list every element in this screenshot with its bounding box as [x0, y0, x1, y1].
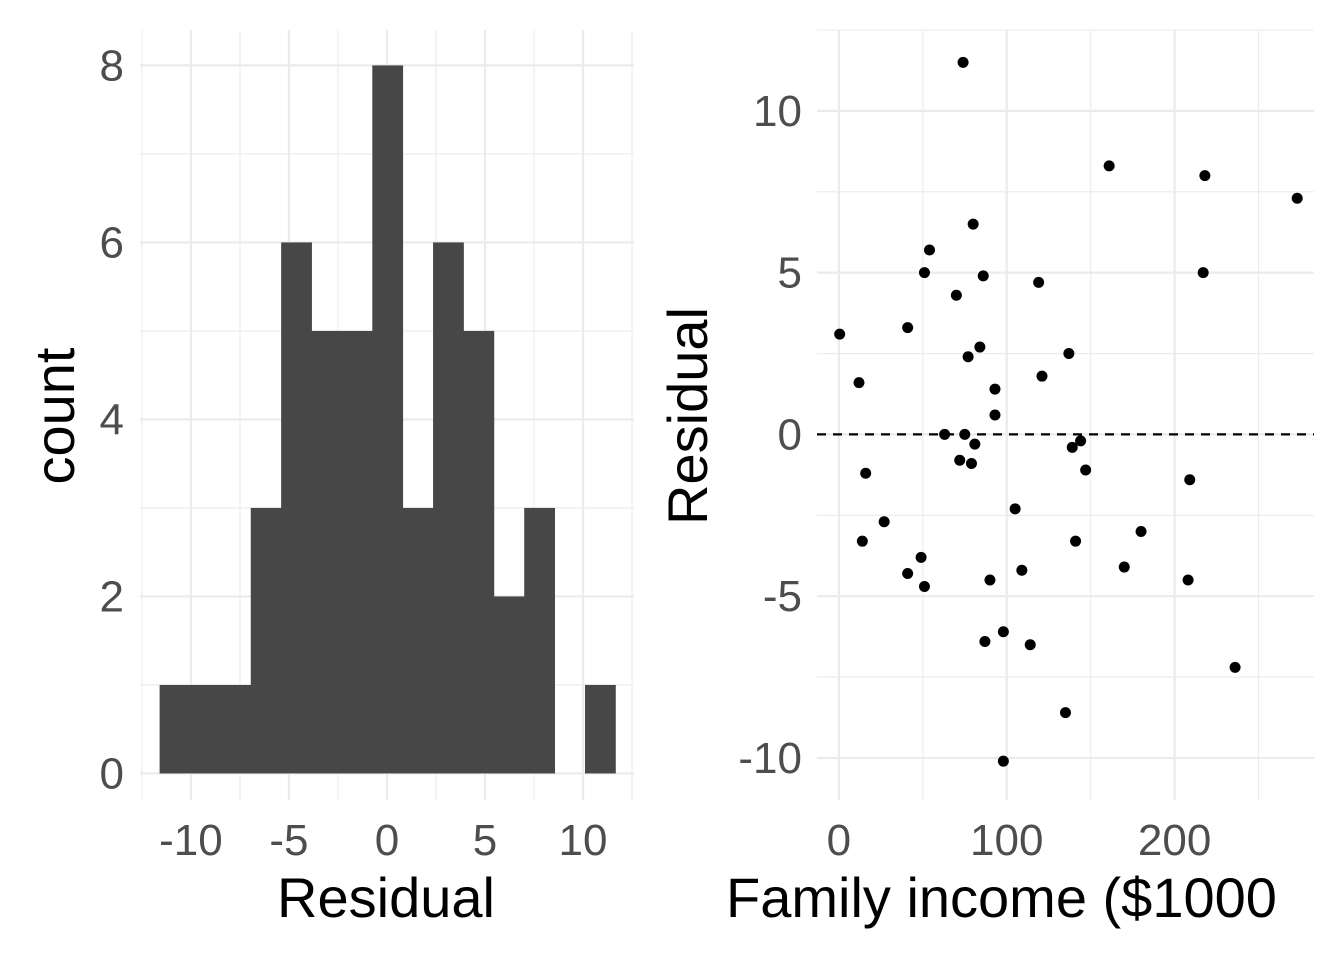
- x-tick-label: 0: [375, 816, 399, 865]
- histogram-bar: [433, 242, 464, 774]
- scatter-point: [979, 635, 991, 647]
- scatter-point: [1024, 639, 1036, 651]
- histogram-bar: [524, 507, 556, 774]
- scatter-point: [902, 568, 914, 580]
- scatter-y-axis-title: Residual: [656, 307, 719, 525]
- x-tick-label: 5: [473, 816, 497, 865]
- y-tick-label: 0: [778, 410, 802, 459]
- scatter-point: [997, 755, 1009, 767]
- y-tick-label: -5: [763, 572, 802, 621]
- scatter-point: [1182, 574, 1194, 586]
- y-tick-label: 8: [100, 41, 124, 90]
- histogram-panel: -10 -5 0 5 10 0 2 4 6 8 Residual count: [23, 30, 634, 929]
- histogram-bar: [189, 684, 221, 774]
- scatter-point: [1070, 535, 1082, 547]
- scatter-x-axis-title: Family income ($1000: [726, 866, 1277, 929]
- scatter-point: [915, 551, 927, 563]
- y-tick-label: 10: [753, 87, 802, 136]
- scatter-point: [918, 267, 930, 279]
- scatter-point: [878, 516, 890, 528]
- scatter-point: [939, 428, 951, 440]
- scatter-point: [1103, 160, 1115, 172]
- scatter-point: [1135, 525, 1147, 537]
- scatter-point: [967, 218, 979, 230]
- scatter-point: [984, 574, 996, 586]
- scatter-point: [856, 535, 868, 547]
- y-tick-label: 2: [100, 572, 124, 621]
- histogram-bars: [159, 65, 616, 774]
- scatter-point: [860, 467, 872, 479]
- scatter-panel: 0 100 200 -10 -5 0 5 10 Family income ($…: [656, 29, 1314, 929]
- histogram-x-axis-title: Residual: [277, 866, 495, 929]
- histogram-x-tick-labels: -10 -5 0 5 10: [159, 816, 607, 865]
- scatter-x-tick-labels: 0 100 200: [827, 816, 1212, 865]
- scatter-point: [1036, 370, 1048, 382]
- histogram-y-tick-labels: 0 2 4 6 8: [100, 41, 124, 798]
- scatter-point: [959, 428, 971, 440]
- scatter-point: [1118, 561, 1130, 573]
- scatter-point: [1291, 192, 1303, 204]
- histogram-bar: [584, 684, 616, 774]
- scatter-point: [1033, 276, 1045, 288]
- scatter-point: [962, 351, 974, 363]
- y-tick-label: 0: [100, 749, 124, 798]
- histogram-bar: [341, 330, 373, 774]
- scatter-point: [1075, 435, 1087, 447]
- scatter-point: [902, 322, 914, 334]
- y-tick-label: 6: [100, 218, 124, 267]
- histogram-bar: [220, 684, 252, 774]
- scatter-point: [974, 341, 986, 353]
- scatter-gridlines: [817, 29, 1314, 800]
- x-tick-label: 10: [559, 816, 608, 865]
- y-tick-label: 4: [100, 395, 124, 444]
- scatter-point: [969, 438, 981, 450]
- scatter-point: [965, 458, 977, 470]
- histogram-bar: [311, 330, 343, 774]
- scatter-point: [1066, 441, 1078, 453]
- histogram-bar: [159, 684, 191, 774]
- histogram-bar: [250, 507, 282, 774]
- scatter-points: [834, 56, 1303, 767]
- scatter-point: [950, 289, 962, 301]
- histogram-bar: [463, 330, 495, 774]
- scatter-point: [923, 244, 935, 256]
- scatter-point: [834, 328, 846, 340]
- scatter-point: [957, 56, 969, 68]
- scatter-point: [1184, 474, 1196, 486]
- scatter-point: [997, 626, 1009, 638]
- scatter-point: [918, 580, 930, 592]
- scatter-point: [989, 383, 1001, 395]
- scatter-point: [1009, 503, 1021, 515]
- scatter-point: [989, 409, 1001, 421]
- scatter-point: [1060, 707, 1071, 719]
- histogram-bar: [493, 596, 525, 774]
- scatter-point: [1063, 348, 1075, 360]
- x-tick-label: 100: [970, 816, 1043, 865]
- x-tick-label: -5: [269, 816, 308, 865]
- scatter-point: [1080, 464, 1092, 476]
- x-tick-label: 0: [827, 816, 851, 865]
- y-tick-label: -10: [738, 734, 802, 783]
- scatter-point: [954, 454, 966, 466]
- scatter-point: [977, 270, 989, 282]
- x-tick-label: 200: [1138, 816, 1211, 865]
- x-tick-label: -10: [159, 816, 223, 865]
- scatter-point: [853, 377, 865, 389]
- histogram-bar: [402, 507, 434, 774]
- scatter-point: [1229, 661, 1241, 673]
- scatter-y-tick-labels: -10 -5 0 5 10: [738, 87, 802, 783]
- scatter-point: [1199, 170, 1211, 182]
- histogram-y-axis-title: count: [23, 347, 86, 484]
- histogram-bar: [372, 65, 404, 774]
- y-tick-label: 5: [778, 249, 802, 298]
- scatter-point: [1197, 267, 1209, 279]
- scatter-point: [1016, 564, 1028, 576]
- histogram-bar: [281, 242, 312, 774]
